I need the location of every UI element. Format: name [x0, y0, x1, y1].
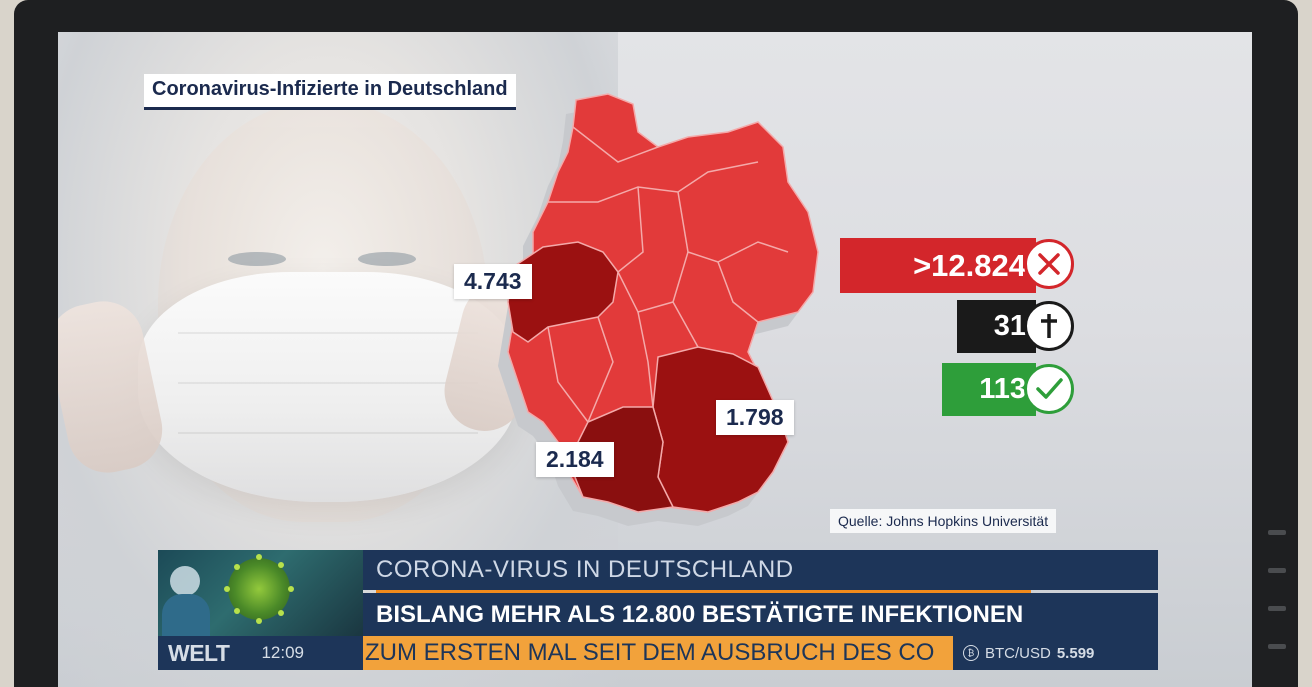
channel-bar: WELT 12:09 [158, 636, 363, 670]
close-icon-glyph [1038, 253, 1060, 275]
stat-deaths-value: 31 [957, 300, 1036, 353]
map-border [547, 326, 589, 423]
check-icon-glyph [1036, 378, 1063, 399]
btc-value: 5.599 [1056, 644, 1095, 662]
mask-fold [178, 432, 478, 434]
map-border [587, 316, 614, 423]
map-border [717, 261, 759, 323]
mask-fold [178, 332, 478, 334]
hand-image [58, 293, 170, 481]
virus-spike [234, 564, 240, 570]
monitor-buttons[interactable] [1264, 530, 1290, 670]
virus-spike [278, 562, 284, 568]
graphic-title: Coronavirus-Infizierte in Deutschland [144, 74, 516, 110]
stat-recovered-value: 113 [942, 363, 1036, 416]
eye [358, 252, 416, 266]
check-icon [1024, 364, 1074, 414]
ticker-headline: CORONA-VIRUS IN DEUTSCHLAND [363, 550, 1158, 590]
eye [228, 252, 286, 266]
channel-logo: WELT [168, 639, 230, 666]
map-borders [547, 126, 789, 423]
cross-icon [1024, 301, 1074, 351]
germany-map [498, 93, 819, 526]
monitor-button[interactable] [1268, 644, 1286, 649]
monitor-button[interactable] [1268, 530, 1286, 535]
virus-spike [256, 618, 262, 624]
person-image [170, 566, 200, 596]
ticker-thumbnail [158, 550, 363, 636]
mask-fold [178, 382, 478, 384]
btc-label: BTC/USD [985, 644, 1051, 662]
close-icon [1024, 239, 1074, 289]
ticker-subheadline: BISLANG MEHR ALS 12.800 BESTÄTIGTE INFEK… [363, 593, 1158, 636]
map-border [617, 186, 644, 273]
virus-spike [234, 608, 240, 614]
monitor-button[interactable] [1268, 606, 1286, 611]
stat-infected-value: >12.824 [840, 238, 1036, 293]
virus-spike [256, 554, 262, 560]
virus-image [224, 554, 294, 624]
news-ticker: CORONA-VIRUS IN DEUTSCHLAND BISLANG MEHR… [158, 550, 1158, 670]
map-label-bayern: 1.798 [716, 400, 794, 435]
virus-spike [224, 586, 230, 592]
map-label-bw: 2.184 [536, 442, 614, 477]
virus-spike [278, 610, 284, 616]
map-border [572, 126, 659, 163]
source-caption: Quelle: Johns Hopkins Universität [830, 509, 1057, 533]
news-crawl: ZUM ERSTEN MAL SEIT DEM AUSBRUCH DES CO [363, 636, 953, 670]
map-border [548, 161, 759, 203]
cross-icon-glyph [1041, 314, 1057, 338]
person-body-image [162, 594, 210, 636]
bitcoin-icon: ₿ [963, 645, 979, 661]
map-border [637, 311, 654, 408]
map-label-nrw: 4.743 [454, 264, 532, 299]
tv-screen: Coronavirus-Infizierte in Deutschland 4.… [58, 32, 1252, 687]
btc-ticker: ₿ BTC/USD 5.599 [953, 636, 1158, 670]
ticker-underline [376, 590, 1031, 593]
monitor-button[interactable] [1268, 568, 1286, 573]
clock: 12:09 [261, 643, 304, 662]
ticker-bottom-row: WELT 12:09 ZUM ERSTEN MAL SEIT DEM AUSBR… [158, 636, 1158, 670]
virus-spike [288, 586, 294, 592]
